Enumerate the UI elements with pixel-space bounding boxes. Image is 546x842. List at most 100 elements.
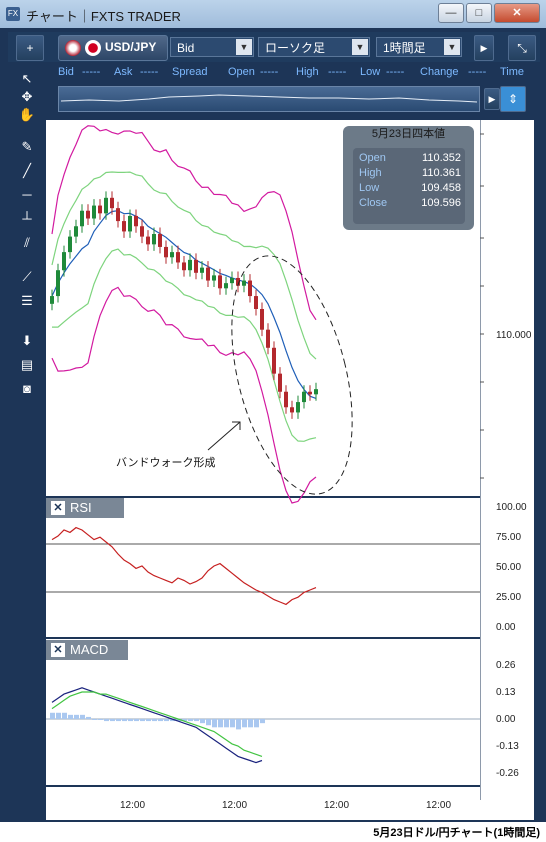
candle-body (260, 309, 264, 330)
macd-histogram-bar (92, 719, 97, 720)
candle-body (218, 275, 222, 289)
close-icon[interactable]: ✕ (51, 501, 65, 515)
annotation-arrow (207, 421, 241, 451)
low-value: ----- (386, 66, 405, 78)
candle-body (206, 267, 210, 281)
candle-body (146, 236, 150, 245)
tick-strip-sparkline (60, 94, 478, 103)
rsi-tick-50: 50.00 (496, 562, 522, 573)
chart-type-value: ローソク足 (265, 41, 326, 55)
jp-flag-icon (85, 40, 101, 56)
timeframe-select[interactable]: 1時間足 ▼ (376, 37, 462, 57)
pencil-icon[interactable]: ✎ (21, 139, 33, 154)
rsi-line (51, 526, 317, 606)
candle-body (236, 277, 240, 286)
candle-body (194, 259, 198, 273)
expand-icon[interactable]: ⇕ (500, 86, 526, 112)
plot-area[interactable] (46, 120, 480, 820)
macd-histogram-bar (62, 712, 67, 719)
horizontal-line-icon[interactable]: ─ (22, 187, 32, 202)
candle-body (230, 277, 234, 284)
list-icon[interactable]: ▤ (20, 357, 34, 372)
macd-histogram-bar (68, 714, 73, 719)
trendline-icon[interactable]: ╱ (23, 163, 31, 178)
chevron-down-icon: ▼ (236, 39, 252, 55)
camera-icon[interactable]: ◙ (23, 381, 31, 396)
macd-histogram-bar (200, 719, 205, 724)
bollinger-upper-1sigma (51, 171, 317, 360)
macd-histogram-bar (206, 719, 211, 726)
rsi-tick-75: 75.00 (496, 532, 522, 543)
fibonacci-icon[interactable]: ☰ (21, 293, 33, 308)
currency-pair-selector[interactable]: USD/JPY (58, 35, 168, 61)
maximize-button[interactable]: □ (466, 3, 492, 23)
undock-icon[interactable]: ⤡ (508, 35, 536, 61)
chart-toolbar: + USD/JPY Bid ▼ ローソク足 ▼ 1時間足 ▼ ▶ ⤡ (8, 32, 540, 62)
play-icon[interactable]: ▶ (484, 88, 500, 110)
high-label: High (296, 66, 319, 78)
ask-label: Ask (114, 66, 133, 78)
macd-tick-000: 0.00 (496, 714, 516, 725)
macd-tick-013: 0.13 (496, 687, 516, 698)
fan-icon[interactable]: ⟋ (22, 269, 32, 284)
app-icon: FX (6, 7, 20, 21)
close-button[interactable]: ✕ (494, 3, 540, 23)
candle-body (278, 373, 282, 392)
macd-histogram-bar (218, 719, 223, 728)
vertical-line-icon[interactable]: ┴ (22, 211, 32, 226)
low-label: Low (360, 66, 381, 78)
macd-histogram-bar (158, 719, 163, 722)
ohlc-close-value: 109.596 (421, 197, 461, 209)
candle-body (164, 246, 168, 258)
currency-pair-label: USD/JPY (105, 40, 157, 54)
channel-icon[interactable]: ⫽ (24, 235, 30, 250)
candle-body (128, 215, 132, 232)
candle-body (254, 296, 258, 309)
macd-histogram-bar (176, 719, 181, 722)
spread-label: Spread (172, 66, 208, 78)
candle-body (290, 407, 294, 413)
candle-body (104, 197, 108, 214)
hand-icon[interactable]: ✋ (18, 107, 36, 122)
candle-body (314, 389, 318, 395)
open-value: ----- (260, 66, 279, 78)
crosshair-cursor-icon[interactable]: ✥ (21, 89, 33, 104)
minimize-button[interactable]: — (438, 3, 464, 23)
open-label: Open (228, 66, 255, 78)
candle-body (272, 347, 276, 374)
price-chart-svg (46, 125, 480, 787)
download-icon[interactable]: ⬇ (21, 333, 33, 348)
rsi-panel-header: ✕ RSI (46, 498, 124, 518)
macd-histogram-bar (212, 719, 217, 728)
macd-line (51, 687, 263, 764)
add-chart-button[interactable]: + (16, 35, 44, 61)
candle-body (176, 252, 180, 263)
price-axis-svg (479, 120, 484, 800)
tick-strip[interactable] (58, 86, 480, 112)
close-icon[interactable]: ✕ (51, 643, 65, 657)
candle-body (242, 280, 246, 286)
ohlc-low-label: Low (359, 182, 380, 194)
cursor-icon[interactable]: ↖ (21, 71, 33, 86)
x-tick-4: 12:00 (426, 800, 452, 811)
macd-histogram-bar (134, 719, 139, 722)
macd-histogram-bar (140, 719, 145, 722)
price-type-select[interactable]: Bid ▼ (170, 37, 254, 57)
ohlc-open-value: 110.352 (422, 152, 461, 164)
candle-body (80, 210, 84, 227)
toolbar-scroll-button[interactable]: ▶ (474, 35, 494, 61)
candle-body (122, 221, 126, 232)
candle-body (152, 234, 156, 245)
macd-histogram-bar (236, 719, 241, 730)
time-label: Time (500, 66, 525, 78)
drawing-tools: ↖ ✥ ✋ ✎ ╱ ─ ┴ ⫽ ⟋ ☰ ⬇ ▤ ◙ (14, 64, 40, 404)
ohlc-close-label: Close (359, 197, 388, 209)
ohlc-high-label: High (359, 167, 382, 179)
macd-histogram-bar (164, 719, 169, 722)
ohlc-open-label: Open (359, 152, 386, 164)
macd-histogram-bar (182, 719, 187, 722)
macd-histogram-bar (224, 719, 229, 728)
macd-title: MACD (70, 642, 109, 657)
chart-type-select[interactable]: ローソク足 ▼ (258, 37, 370, 57)
price-type-value: Bid (177, 41, 195, 55)
